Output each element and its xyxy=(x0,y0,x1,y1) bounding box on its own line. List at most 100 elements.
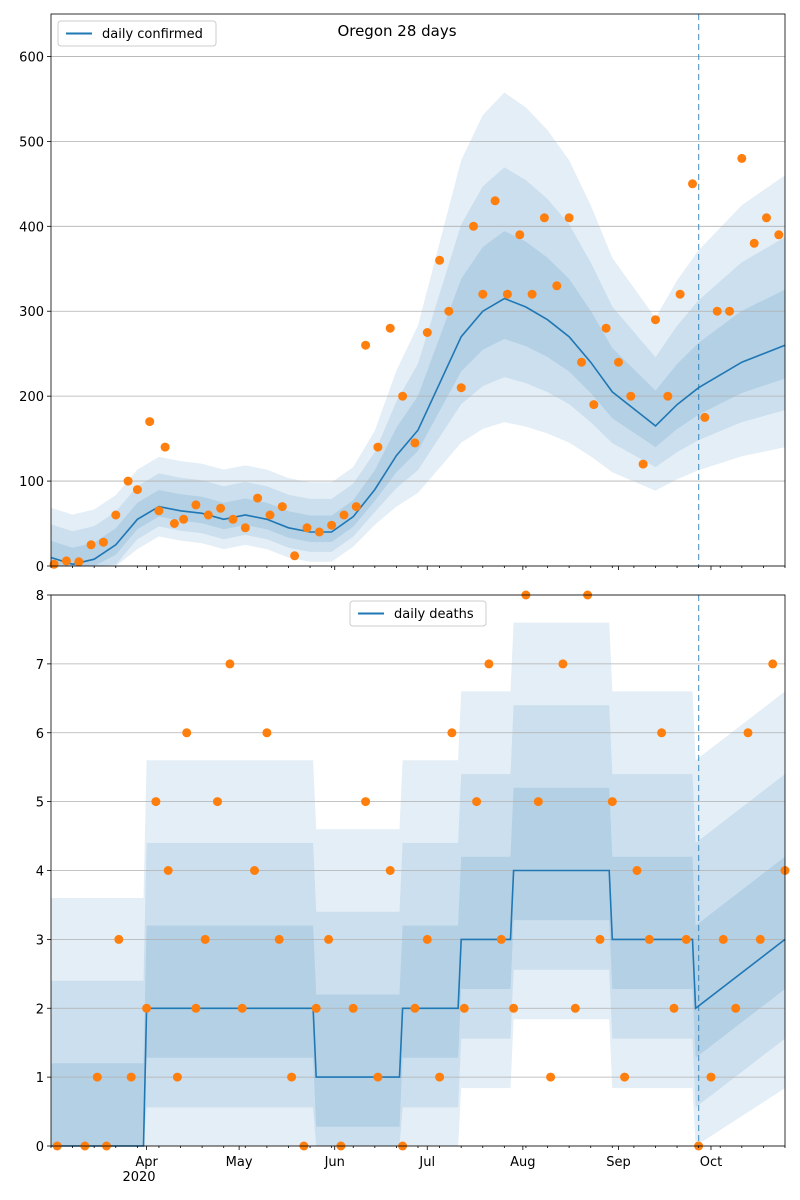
deaths-observed-point xyxy=(348,1003,358,1013)
deaths-observed-point xyxy=(182,728,192,738)
deaths-y-tick-label: 7 xyxy=(36,658,44,673)
deaths-observed-point xyxy=(262,728,272,738)
deaths-observed-point xyxy=(743,728,753,738)
confirmed-observed-point xyxy=(361,340,371,350)
confirmed-uncertainty-band xyxy=(51,231,785,566)
deaths-y-tick-label: 0 xyxy=(36,1140,44,1155)
confirmed-observed-point xyxy=(700,412,710,422)
confirmed-observed-point xyxy=(290,551,300,561)
x-tick-label: Apr xyxy=(135,1155,158,1170)
confirmed-observed-point xyxy=(663,391,673,401)
confirmed-observed-point xyxy=(111,510,121,520)
confirmed-legend-label: daily confirmed xyxy=(102,27,203,42)
deaths-observed-point xyxy=(172,1072,182,1082)
deaths-observed-point xyxy=(422,934,432,944)
x-tick-label: Sep xyxy=(606,1155,631,1170)
confirmed-y-tick-label: 500 xyxy=(19,135,44,150)
deaths-observed-point xyxy=(570,1003,580,1013)
confirmed-observed-point xyxy=(327,520,337,530)
deaths-x-axis: Apr May Jun Jul Aug Sep Oct xyxy=(50,1146,786,1170)
deaths-observed-point xyxy=(324,934,334,944)
deaths-observed-point xyxy=(373,1072,383,1082)
confirmed-observed-point xyxy=(478,289,488,299)
deaths-y-tick-label: 2 xyxy=(36,1002,44,1017)
confirmed-x-ticks xyxy=(50,566,786,570)
deaths-observed-point xyxy=(718,934,728,944)
confirmed-observed-point xyxy=(725,306,734,316)
confirmed-observed-point xyxy=(132,485,142,495)
confirmed-observed-point xyxy=(49,559,59,569)
deaths-observed-point xyxy=(92,1072,102,1082)
deaths-y-tick-label: 1 xyxy=(36,1071,44,1086)
deaths-uncertainty-band xyxy=(51,787,785,1146)
deaths-observed-point xyxy=(484,659,494,669)
confirmed-observed-point xyxy=(469,221,478,231)
deaths-observed-point xyxy=(237,1003,247,1013)
confirmed-observed-point xyxy=(688,179,697,189)
deaths-legend-label: daily deaths xyxy=(394,607,474,622)
confirmed-observed-point xyxy=(435,255,445,265)
x-tick-label: Aug xyxy=(510,1155,535,1170)
deaths-observed-point xyxy=(768,659,778,669)
deaths-observed-point xyxy=(620,1072,630,1082)
deaths-legend: daily deaths xyxy=(349,600,487,627)
deaths-observed-point xyxy=(447,728,457,738)
deaths-y-tick-label: 8 xyxy=(36,589,44,604)
deaths-observed-point xyxy=(472,797,482,807)
deaths-observed-point xyxy=(225,659,235,669)
confirmed-uncertainty-band xyxy=(51,167,785,566)
confirmed-observed-point xyxy=(61,556,71,566)
deaths-y-axis: 0 1 2 3 4 5 6 7 8 xyxy=(36,589,51,1155)
deaths-observed-point xyxy=(459,1003,469,1013)
confirmed-legend-box xyxy=(57,20,217,47)
confirmed-fit-line xyxy=(50,297,786,566)
deaths-observed-point xyxy=(126,1072,136,1082)
confirmed-chart-title: Oregon 28 days xyxy=(337,22,456,40)
confirmed-observed-point xyxy=(564,213,574,223)
deaths-observed-point xyxy=(114,934,124,944)
confirmed-observed-point xyxy=(444,306,454,316)
x-axis-year-label: 2020 xyxy=(122,1170,155,1185)
confirmed-observed-point xyxy=(552,281,562,291)
confirmed-legend: daily confirmed xyxy=(57,20,217,47)
confirmed-observed-point xyxy=(339,510,349,520)
deaths-observed-point xyxy=(287,1072,297,1082)
deaths-observed-point xyxy=(410,1003,420,1013)
confirmed-observed-point xyxy=(456,383,466,393)
confirmed-observed-point xyxy=(302,523,312,533)
confirmed-observed-point xyxy=(86,540,96,550)
confirmed-y-tick-label: 0 xyxy=(36,560,44,575)
deaths-observed-point xyxy=(607,797,617,807)
confirmed-observed-series xyxy=(49,153,784,569)
confirmed-bands xyxy=(51,92,785,566)
confirmed-observed-point xyxy=(265,510,275,520)
confirmed-observed-point xyxy=(154,506,164,516)
confirmed-observed-point xyxy=(490,196,500,206)
confirmed-observed-point xyxy=(373,442,383,452)
x-tick-label: Jul xyxy=(418,1155,435,1170)
deaths-observed-point xyxy=(546,1072,556,1082)
confirmed-observed-point xyxy=(385,323,395,333)
confirmed-y-tick-label: 400 xyxy=(19,220,44,235)
deaths-y-tick-label: 3 xyxy=(36,933,44,948)
confirmed-observed-point xyxy=(638,459,648,469)
confirmed-observed-point xyxy=(737,153,747,163)
confirmed-observed-point xyxy=(527,289,537,299)
confirmed-observed-point xyxy=(98,537,108,547)
confirmed-observed-point xyxy=(762,213,771,223)
deaths-observed-point xyxy=(200,934,210,944)
deaths-observed-point xyxy=(385,866,395,875)
deaths-observed-point xyxy=(191,1003,201,1013)
deaths-observed-point xyxy=(311,1003,321,1013)
confirmed-observed-point xyxy=(228,514,238,524)
confirmed-observed-point xyxy=(577,357,586,367)
confirmed-observed-point xyxy=(179,514,189,524)
confirmed-observed-point xyxy=(749,238,759,248)
deaths-observed-point xyxy=(509,1003,519,1013)
deaths-observed-point xyxy=(681,934,691,944)
confirmed-observed-point xyxy=(145,417,155,427)
deaths-observed-series xyxy=(52,590,790,1151)
deaths-observed-point xyxy=(595,934,605,944)
deaths-observed-point xyxy=(496,934,506,944)
